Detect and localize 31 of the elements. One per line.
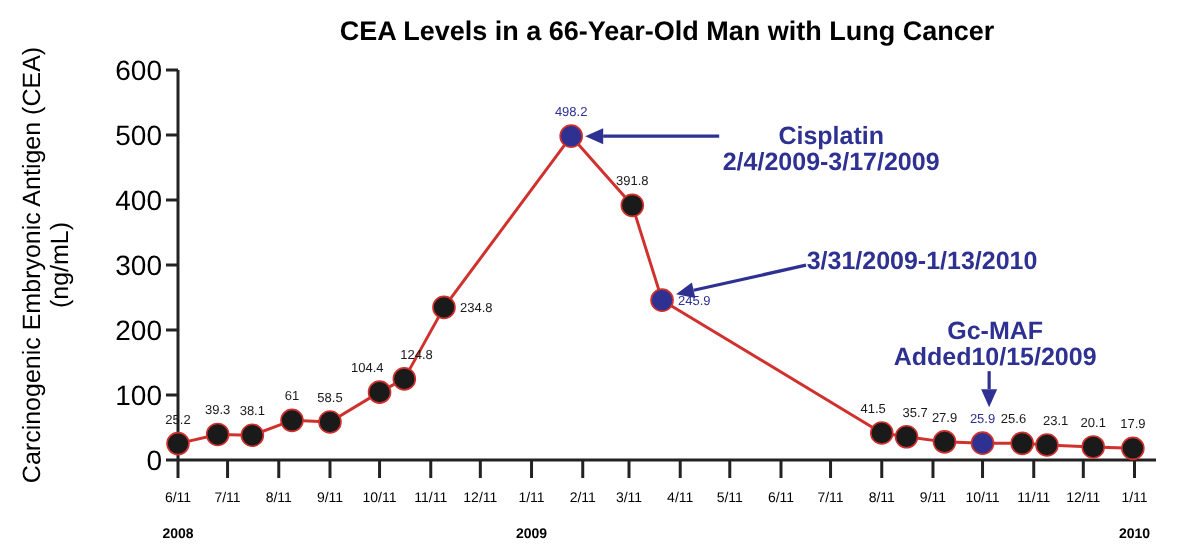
y-tick-label: 200 xyxy=(115,314,163,346)
point xyxy=(392,367,417,391)
y-tick-label: 600 xyxy=(115,54,163,86)
point xyxy=(318,410,342,434)
point xyxy=(1121,436,1145,461)
point xyxy=(894,425,919,449)
point xyxy=(205,422,230,447)
point xyxy=(620,193,645,218)
point xyxy=(1081,435,1106,459)
y-tick-label: 500 xyxy=(115,119,163,151)
y-tick-label: 0 xyxy=(146,444,163,476)
point xyxy=(970,431,995,455)
point xyxy=(869,421,894,445)
point xyxy=(432,295,456,320)
annotation: Cisplatin 2/4/2009-3/17/2009 xyxy=(722,122,940,177)
point xyxy=(932,430,957,454)
chart-title: CEA Levels in a 66-Year-Old Man with Lung Cancer xyxy=(339,16,996,46)
point xyxy=(650,288,674,312)
point xyxy=(280,408,304,433)
y-tick-label: 100 xyxy=(115,379,163,411)
annotation: Gc-MAF Added10/15/2009 xyxy=(893,317,1097,372)
y-tick-label: 400 xyxy=(115,184,163,216)
point xyxy=(559,124,583,148)
annotation: 3/31/2009-1/13/2010 xyxy=(806,247,1038,276)
point xyxy=(1035,433,1059,457)
y-tick-label: 300 xyxy=(115,249,163,281)
point xyxy=(367,380,392,404)
y-axis-title: Carcinogenic Embryonic Antigen (CEA) (ng/mL) xyxy=(18,46,74,484)
point xyxy=(1010,431,1034,456)
point xyxy=(166,431,190,456)
point xyxy=(240,423,265,448)
